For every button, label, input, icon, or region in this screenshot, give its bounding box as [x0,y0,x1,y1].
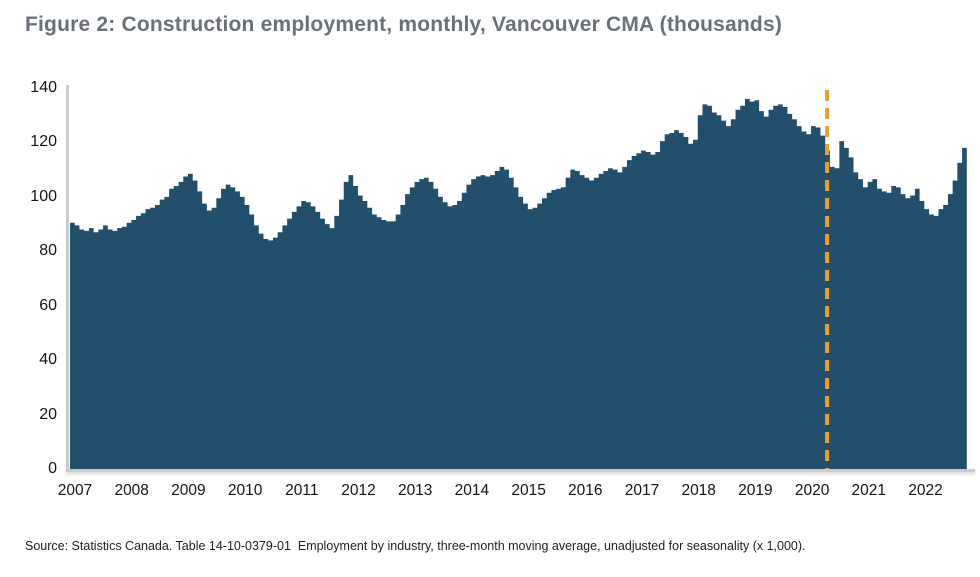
x-axis-tick-label: 2012 [341,482,376,499]
x-axis-tick-label: 2010 [227,482,263,499]
figure-title: Figure 2: Construction employment, month… [25,13,783,36]
y-axis-tick-label: 120 [30,133,57,151]
x-axis-tick-label: 2021 [851,482,887,499]
x-axis-tick-label: 2016 [568,482,603,499]
y-axis-tick-label: 60 [39,296,57,314]
y-axis-tick-label: 80 [39,242,57,260]
x-axis-tick-label: 2020 [794,482,830,499]
x-axis-line [66,469,975,472]
x-axis-tick-label: 2007 [57,482,93,499]
employment-bars [70,98,967,469]
y-axis-tick-label: 40 [39,351,57,369]
y-axis-tick-label: 20 [39,405,57,423]
x-axis-tick-label: 2017 [624,482,660,499]
x-axis-tick-label: 2019 [738,482,773,499]
x-axis-tick-label: 2022 [908,482,943,499]
x-axis-tick-label: 2018 [681,482,716,499]
y-axis-line [66,85,69,472]
y-axis-tick-label: 0 [48,460,57,477]
y-axis-tick-label: 140 [30,79,57,96]
x-axis-tick-label: 2014 [454,482,490,499]
x-axis-tick-label: 2011 [285,482,319,499]
y-axis-tick-label: 100 [30,187,57,205]
source-note: Source: Statistics Canada. Table 14-10-0… [25,539,806,553]
x-axis-tick-label: 2015 [511,482,546,499]
x-axis-tick-label: 2009 [171,482,206,499]
x-axis-tick-label: 2013 [397,482,433,499]
x-axis-tick-label: 2008 [114,482,149,499]
employment-chart [70,90,967,469]
